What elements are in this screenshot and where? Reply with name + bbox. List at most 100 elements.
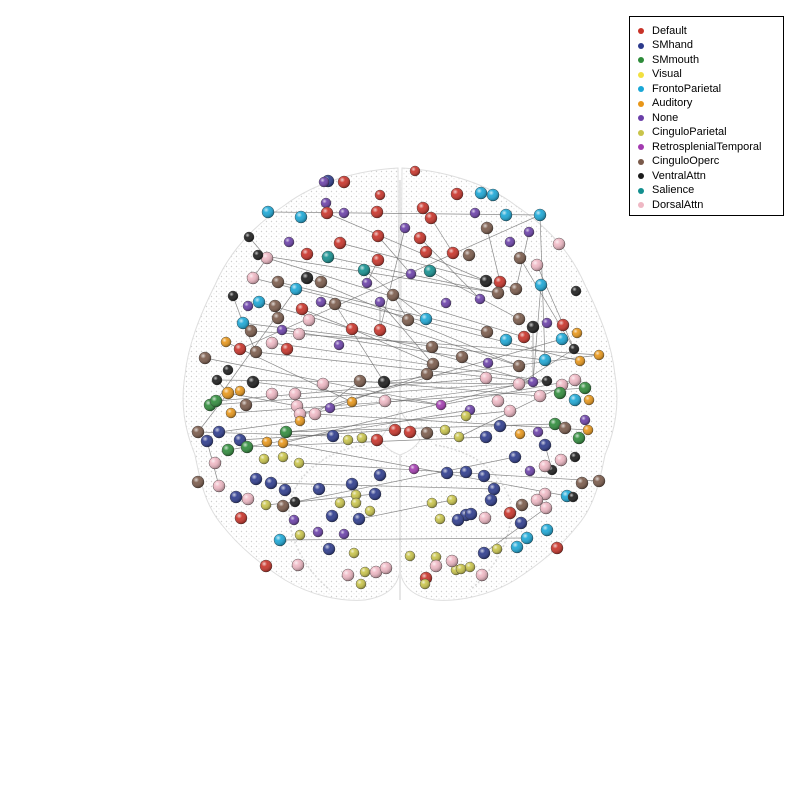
network-node <box>278 483 292 497</box>
network-node <box>520 531 534 545</box>
network-node <box>510 540 524 554</box>
network-node <box>426 357 440 371</box>
network-node <box>300 247 314 261</box>
legend-label: RetrosplenialTemporal <box>652 140 762 153</box>
network-node <box>289 282 303 296</box>
network-node <box>234 385 246 397</box>
network-node <box>592 474 606 488</box>
legend-item: CinguloOperc <box>636 155 783 170</box>
connection-edge <box>334 303 385 383</box>
network-node <box>276 499 290 513</box>
network-node <box>464 507 478 521</box>
connection-edge <box>239 214 541 350</box>
network-node <box>567 491 579 503</box>
legend-label: Auditory <box>652 97 693 110</box>
network-node <box>524 465 536 477</box>
network-node <box>260 499 272 511</box>
network-node <box>249 345 263 359</box>
network-node <box>320 197 332 209</box>
network-node <box>440 297 452 309</box>
legend-marker <box>638 202 644 209</box>
network-node <box>479 274 493 288</box>
connection-edge <box>282 442 568 497</box>
network-node <box>246 375 260 389</box>
network-node <box>504 236 516 248</box>
network-node <box>571 327 583 339</box>
network-node <box>533 389 547 403</box>
legend-item: RetrosplenialTemporal <box>636 140 783 155</box>
legend-marker <box>638 158 644 165</box>
network-node <box>265 336 279 350</box>
network-node <box>300 271 314 285</box>
network-node <box>480 221 494 235</box>
network-node <box>229 490 243 504</box>
network-node <box>374 296 386 308</box>
network-node <box>409 165 421 177</box>
network-node <box>419 578 431 590</box>
network-node <box>526 320 540 334</box>
network-node <box>508 450 522 464</box>
network-node <box>246 271 260 285</box>
connection-edge <box>429 270 520 320</box>
connection-edge <box>279 537 528 541</box>
legend-marker <box>638 100 644 107</box>
network-node <box>399 222 411 234</box>
network-node <box>241 492 255 506</box>
network-node <box>211 374 223 386</box>
network-node <box>420 367 434 381</box>
network-node <box>338 528 350 540</box>
network-node <box>212 425 226 439</box>
legend-label: Salience <box>652 184 695 197</box>
network-node <box>234 511 248 525</box>
connection-edge <box>230 387 586 414</box>
network-node <box>222 364 234 376</box>
network-node <box>487 482 501 496</box>
network-node <box>405 268 417 280</box>
legend-marker <box>638 86 644 93</box>
network-node <box>295 302 309 316</box>
network-node <box>200 434 214 448</box>
network-node <box>239 398 253 412</box>
network-node <box>212 479 226 493</box>
connection-edge <box>252 381 442 406</box>
network-node <box>388 423 402 437</box>
network-node <box>221 386 235 400</box>
network-node <box>503 506 517 520</box>
network-node <box>386 288 400 302</box>
legend-item: VentralAttn <box>636 169 783 184</box>
network-node <box>512 359 526 373</box>
network-node <box>556 318 570 332</box>
network-node <box>416 201 430 215</box>
connection-edge <box>294 456 516 503</box>
network-node <box>252 249 264 261</box>
network-node <box>368 487 382 501</box>
connection-edge <box>271 342 548 382</box>
network-node <box>249 472 263 486</box>
network-node <box>569 451 581 463</box>
network-node <box>423 264 437 278</box>
network-node <box>279 425 293 439</box>
network-node <box>554 453 568 467</box>
legend-item: CinguloParietal <box>636 126 783 141</box>
network-node <box>425 340 439 354</box>
network-node <box>326 429 340 443</box>
network-node <box>294 415 306 427</box>
connection-edge <box>282 383 520 444</box>
network-node <box>325 509 339 523</box>
legend-item: Auditory <box>636 97 783 112</box>
network-node <box>413 231 427 245</box>
network-node <box>527 376 539 388</box>
connection-edge <box>225 341 353 403</box>
network-node <box>261 205 275 219</box>
network-node <box>459 465 473 479</box>
network-node <box>401 313 415 327</box>
connection-edge <box>326 212 487 282</box>
network-node <box>453 431 465 443</box>
network-node <box>233 342 247 356</box>
network-node <box>342 434 354 446</box>
network-node <box>316 377 330 391</box>
connection-edge <box>320 301 520 367</box>
network-node <box>293 457 305 469</box>
legend-marker <box>638 115 644 122</box>
connection-edge <box>532 284 542 383</box>
